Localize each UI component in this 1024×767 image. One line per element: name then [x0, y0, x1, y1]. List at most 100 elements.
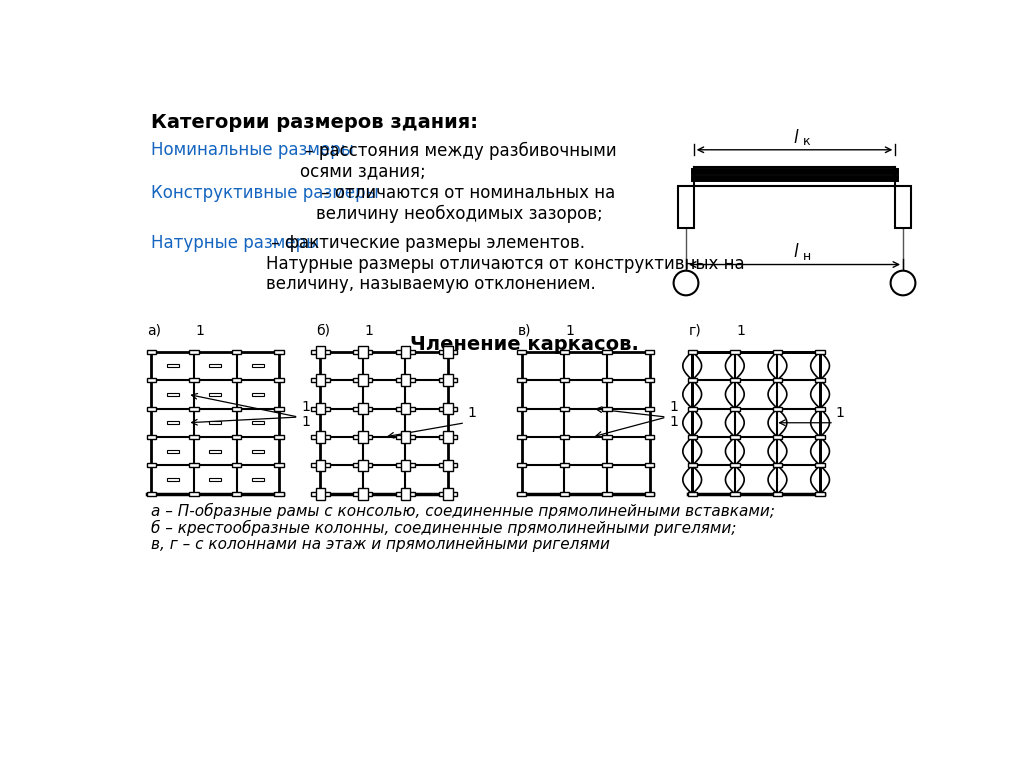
- Text: 1: 1: [736, 324, 745, 337]
- Text: н: н: [803, 250, 811, 263]
- Bar: [443, 459, 453, 472]
- Bar: [252, 393, 264, 396]
- Bar: [400, 431, 411, 443]
- Bar: [815, 350, 824, 354]
- Bar: [311, 350, 330, 354]
- Bar: [602, 492, 611, 496]
- Bar: [231, 463, 242, 467]
- Bar: [517, 350, 526, 354]
- Bar: [252, 364, 264, 367]
- Bar: [773, 350, 782, 354]
- Bar: [560, 435, 569, 439]
- Bar: [231, 435, 242, 439]
- Bar: [773, 378, 782, 382]
- Bar: [396, 435, 415, 439]
- Bar: [815, 492, 824, 496]
- Bar: [274, 435, 284, 439]
- Circle shape: [674, 271, 698, 295]
- Bar: [358, 431, 368, 443]
- Bar: [773, 463, 782, 467]
- Bar: [311, 463, 330, 467]
- Bar: [560, 492, 569, 496]
- Bar: [311, 492, 330, 496]
- Bar: [315, 346, 325, 357]
- Bar: [358, 374, 368, 386]
- Text: Натурные размеры: Натурные размеры: [152, 234, 319, 252]
- Bar: [167, 449, 178, 453]
- Bar: [209, 364, 221, 367]
- Bar: [560, 463, 569, 467]
- Bar: [687, 378, 697, 382]
- Bar: [146, 435, 156, 439]
- Bar: [189, 378, 199, 382]
- Text: a – П-образные рамы с консолью, соединенные прямолинейными вставками;: a – П-образные рамы с консолью, соединен…: [152, 503, 775, 519]
- Bar: [353, 435, 372, 439]
- Bar: [274, 463, 284, 467]
- Bar: [687, 463, 697, 467]
- Bar: [353, 463, 372, 467]
- Bar: [687, 435, 697, 439]
- Bar: [602, 378, 611, 382]
- Bar: [231, 492, 242, 496]
- Bar: [231, 378, 242, 382]
- Bar: [274, 378, 284, 382]
- Bar: [560, 407, 569, 410]
- Bar: [443, 488, 453, 500]
- Bar: [358, 403, 368, 414]
- Bar: [773, 492, 782, 496]
- Text: 1: 1: [836, 406, 845, 420]
- Bar: [358, 459, 368, 472]
- Bar: [396, 350, 415, 354]
- Bar: [438, 378, 458, 382]
- Text: – фактические размеры элементов.
Натурные размеры отличаются от конструктивных н: – фактические размеры элементов. Натурны…: [266, 234, 744, 293]
- Bar: [400, 374, 411, 386]
- Bar: [645, 435, 654, 439]
- Bar: [438, 435, 458, 439]
- Bar: [315, 374, 325, 386]
- Bar: [358, 346, 368, 357]
- Bar: [692, 351, 820, 494]
- Bar: [645, 350, 654, 354]
- Text: 1: 1: [669, 400, 678, 414]
- Bar: [517, 378, 526, 382]
- Text: б – крестообразные колонны, соединенные прямолинейными ригелями;: б – крестообразные колонны, соединенные …: [152, 520, 736, 536]
- Bar: [315, 488, 325, 500]
- Bar: [189, 435, 199, 439]
- Bar: [438, 407, 458, 410]
- Bar: [189, 492, 199, 496]
- Text: – отличаются от номинальных на
величину необходимых зазоров;: – отличаются от номинальных на величину …: [315, 183, 614, 222]
- Bar: [311, 407, 330, 410]
- Bar: [231, 350, 242, 354]
- Bar: [315, 431, 325, 443]
- Text: в): в): [518, 324, 531, 337]
- Bar: [438, 350, 458, 354]
- Text: а): а): [147, 324, 162, 337]
- Text: 1: 1: [467, 406, 476, 420]
- Text: Номинальные размеры: Номинальные размеры: [152, 141, 354, 160]
- Bar: [252, 478, 264, 482]
- Bar: [517, 492, 526, 496]
- Bar: [602, 463, 611, 467]
- Bar: [645, 492, 654, 496]
- Bar: [396, 378, 415, 382]
- Bar: [209, 421, 221, 424]
- Bar: [315, 403, 325, 414]
- Text: 1: 1: [566, 324, 574, 337]
- Bar: [730, 492, 739, 496]
- Bar: [687, 350, 697, 354]
- Bar: [353, 492, 372, 496]
- Text: 1: 1: [669, 416, 678, 430]
- Bar: [315, 459, 325, 472]
- Text: – расстояния между разбивочными
осями здания;: – расстояния между разбивочными осями зд…: [300, 141, 616, 180]
- Bar: [209, 449, 221, 453]
- Text: l: l: [794, 243, 799, 262]
- Bar: [400, 403, 411, 414]
- Bar: [353, 378, 372, 382]
- Bar: [560, 350, 569, 354]
- Bar: [252, 449, 264, 453]
- Bar: [167, 364, 178, 367]
- Bar: [152, 351, 280, 494]
- Bar: [773, 435, 782, 439]
- Bar: [167, 478, 178, 482]
- Text: 1: 1: [302, 400, 310, 414]
